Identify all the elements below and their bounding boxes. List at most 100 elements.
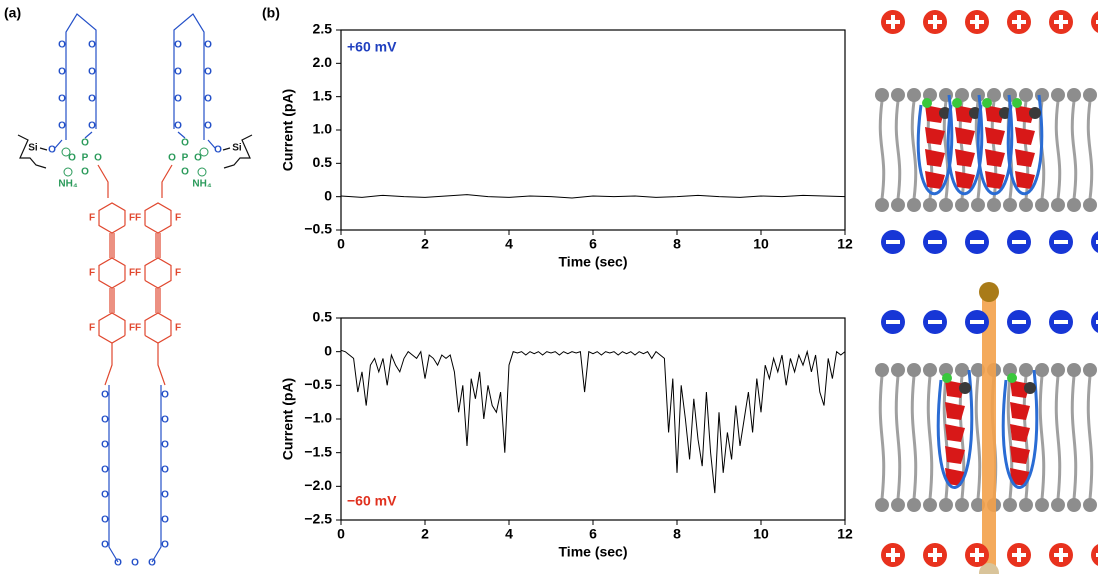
x-tick-label: 0: [337, 526, 345, 542]
y-tick-label: 2.0: [313, 54, 333, 70]
lipid-head: [987, 88, 1001, 102]
x-tick-label: 2: [421, 526, 429, 542]
peg-loop: [936, 369, 974, 489]
plot-frame: [340, 317, 846, 521]
panel-label: (b): [262, 5, 280, 21]
sign-bar: [1054, 320, 1068, 324]
atom-label: F: [129, 213, 135, 224]
sign-bar: [975, 548, 979, 562]
channel-unit: [955, 149, 975, 167]
atom-label: Si: [232, 143, 242, 154]
lipid-tail: [1038, 375, 1046, 500]
sign-bar: [1096, 320, 1098, 324]
channel-unit: [985, 105, 1005, 123]
channel-unit: [1010, 424, 1030, 442]
lipid-head: [1051, 88, 1065, 102]
lipid-head: [891, 363, 905, 377]
lipid-tail: [894, 375, 902, 500]
peg-loop: [916, 94, 954, 196]
atom-label: O: [81, 167, 89, 178]
silyl: [1024, 382, 1036, 394]
atom-label: O: [204, 40, 212, 51]
y-axis-label: Current (pA): [280, 89, 296, 171]
lipid-head: [1083, 88, 1097, 102]
lipid-head: [1067, 363, 1081, 377]
lipid-tail: [1054, 375, 1062, 500]
atom-label: O: [48, 145, 56, 156]
peg-loop: [946, 94, 984, 196]
peg-loop: [976, 94, 1014, 196]
sign-bar: [1054, 240, 1068, 244]
lipid-head: [971, 498, 985, 512]
atom-label: NH₄: [58, 179, 77, 190]
channel-unit: [985, 149, 1005, 167]
x-axis-label: Time (sec): [559, 254, 628, 270]
atom-label: O: [174, 121, 182, 132]
x-tick-label: 6: [589, 526, 597, 542]
positive-charge: [1091, 544, 1098, 566]
atom-label: F: [135, 268, 141, 279]
lipid-head: [875, 363, 889, 377]
sign-bar: [1096, 20, 1098, 24]
channel-unit: [925, 149, 945, 167]
atom-label: O: [101, 540, 109, 551]
sign-bar: [933, 548, 937, 562]
lipid-tail: [910, 375, 918, 500]
atom-label: O: [58, 67, 66, 78]
lipid-head: [1067, 88, 1081, 102]
lipid-head: [1083, 498, 1097, 512]
lipid-head: [1019, 88, 1033, 102]
bond: [98, 257, 126, 289]
lipid-tail: [926, 375, 934, 500]
atom-label: O: [101, 490, 109, 501]
atom-label: O: [101, 440, 109, 451]
silyl: [959, 382, 971, 394]
y-tick-label: −0.5: [304, 376, 332, 392]
y-tick-label: −1.5: [304, 443, 332, 459]
sign-bar: [975, 15, 979, 29]
atom-label: O: [161, 515, 169, 526]
lipid-tail: [878, 100, 886, 200]
bond: [84, 131, 93, 139]
positive-charge: [1091, 11, 1098, 33]
lipid-head: [971, 198, 985, 212]
charge: [63, 167, 73, 177]
atom-label: O: [58, 121, 66, 132]
lipid-head: [1035, 88, 1049, 102]
lipid-head: [907, 363, 921, 377]
bond: [173, 13, 205, 140]
atom-label: O: [204, 94, 212, 105]
sign-bar: [1012, 320, 1026, 324]
lipid-head: [1019, 198, 1033, 212]
lipid-head: [955, 363, 969, 377]
y-tick-label: −2.5: [304, 511, 332, 527]
x-tick-label: 10: [753, 526, 769, 542]
phosphate: [942, 373, 952, 383]
atom-label: F: [135, 213, 141, 224]
x-tick-label: 4: [505, 236, 513, 252]
silyl: [1029, 107, 1041, 119]
sign-bar: [1096, 553, 1098, 557]
channel-unit: [1010, 446, 1030, 464]
channel-unit: [955, 171, 975, 189]
bond: [144, 202, 172, 234]
lipid-head: [923, 363, 937, 377]
y-tick-label: −0.5: [304, 221, 332, 237]
atom-label: O: [114, 558, 122, 569]
sign-bar: [970, 240, 984, 244]
lipid-tail: [974, 375, 982, 500]
channel-unit: [1010, 402, 1030, 420]
lipid-head: [939, 198, 953, 212]
lipid-head: [1003, 498, 1017, 512]
x-tick-label: 8: [673, 526, 681, 542]
lipid-head: [923, 498, 937, 512]
translocating-rod: [982, 295, 996, 570]
atom-label: O: [174, 67, 182, 78]
lipid-head: [987, 198, 1001, 212]
peg-loop: [1006, 94, 1044, 196]
x-tick-label: 0: [337, 236, 345, 252]
lipid-tail: [1070, 375, 1078, 500]
bond: [151, 385, 162, 563]
atom-label: O: [181, 167, 189, 178]
sign-bar: [1012, 240, 1026, 244]
